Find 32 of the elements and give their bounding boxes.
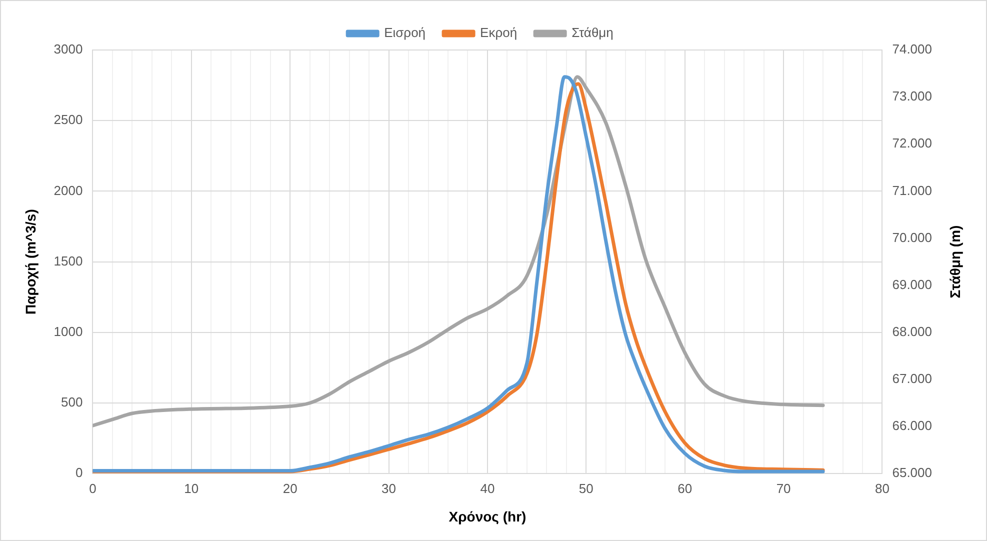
y2-tick-label: 72.000	[892, 136, 932, 151]
y2-tick-label: 69.000	[892, 276, 932, 292]
legend-label: Εκροή	[480, 25, 518, 40]
x-tick-label: 40	[480, 480, 495, 496]
y2-tick-label: 66.000	[892, 418, 932, 434]
y2-tick-label: 70.000	[892, 230, 932, 245]
y-tick-label: 2000	[54, 182, 83, 198]
x-tick-label: 70	[776, 480, 791, 496]
y2-tick-label: 71.000	[892, 182, 932, 198]
legend-label: Στάθμη	[572, 25, 614, 40]
y2-tick-label: 73.000	[892, 88, 932, 104]
y2-tick-label: 74.000	[892, 42, 932, 57]
x-tick-label: 80	[875, 480, 890, 496]
y2-axis-title: Στάθμη (m)	[946, 225, 963, 298]
y-axis-title: Παροχή (m^3/s)	[22, 209, 38, 314]
y-tick-label: 3000	[54, 42, 83, 57]
x-tick-label: 30	[382, 480, 396, 496]
legend-label: Εισροή	[384, 25, 426, 40]
x-tick-label: 0	[89, 480, 96, 496]
x-tick-label: 50	[578, 480, 594, 496]
x-axis-title: Χρόνος (hr)	[448, 508, 526, 524]
y-tick-label: 1500	[54, 253, 83, 268]
x-tick-label: 10	[184, 480, 199, 496]
y-tick-label: 1000	[54, 324, 83, 339]
x-tick-label: 20	[282, 480, 298, 496]
y-tick-label: 500	[61, 394, 83, 410]
y2-tick-label: 65.000	[892, 465, 932, 480]
x-tick-label: 60	[678, 480, 692, 496]
y2-tick-label: 68.000	[892, 324, 932, 339]
y-tick-label: 2500	[54, 112, 83, 128]
y-tick-label: 0	[75, 465, 83, 480]
y2-tick-label: 67.000	[892, 371, 932, 386]
